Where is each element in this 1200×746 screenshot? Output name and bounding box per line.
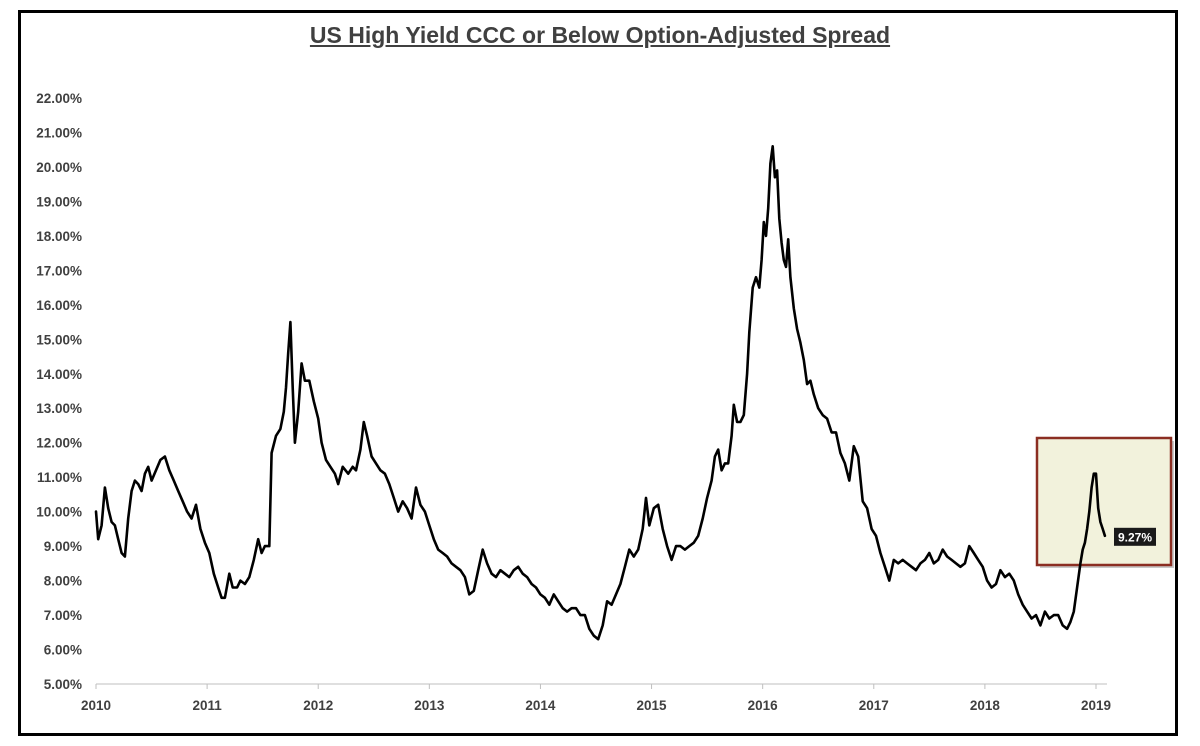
x-tick-label: 2017 bbox=[859, 698, 889, 713]
x-tick-label: 2010 bbox=[81, 698, 111, 713]
y-tick-label: 9.00% bbox=[44, 539, 82, 554]
y-tick-label: 14.00% bbox=[36, 367, 82, 382]
y-tick-label: 11.00% bbox=[37, 470, 82, 485]
x-tick-label: 2018 bbox=[970, 698, 1001, 713]
y-tick-label: 15.00% bbox=[36, 332, 82, 347]
chart-title: US High Yield CCC or Below Option-Adjust… bbox=[309, 22, 891, 48]
x-tick-label: 2015 bbox=[637, 698, 668, 713]
y-tick-label: 18.00% bbox=[36, 229, 82, 244]
chart-frame bbox=[18, 10, 1178, 736]
y-tick-label: 8.00% bbox=[44, 574, 82, 589]
series-line bbox=[94, 145, 1107, 641]
x-tick-label: 2014 bbox=[525, 698, 556, 713]
y-tick-label: 6.00% bbox=[44, 643, 82, 658]
y-tick-label: 16.00% bbox=[36, 298, 82, 313]
y-tick-label: 17.00% bbox=[36, 263, 82, 278]
y-tick-label: 12.00% bbox=[36, 436, 82, 451]
annotation-label: 9.27% bbox=[1118, 530, 1152, 544]
annotation-label-bg bbox=[1114, 527, 1156, 546]
y-tick-label: 21.00% bbox=[36, 125, 82, 140]
y-tick-label: 7.00% bbox=[44, 608, 82, 623]
y-tick-label: 5.00% bbox=[44, 677, 82, 692]
y-tick-label: 10.00% bbox=[36, 505, 82, 520]
x-tick-label: 2013 bbox=[414, 698, 445, 713]
highlight-box bbox=[1035, 436, 1173, 567]
x-tick-label: 2016 bbox=[748, 698, 779, 713]
y-tick-label: 13.00% bbox=[36, 401, 82, 416]
x-tick-label: 2012 bbox=[303, 698, 333, 713]
y-tick-label: 20.00% bbox=[36, 160, 82, 175]
x-tick-label: 2019 bbox=[1081, 698, 1111, 713]
x-tick-label: 2011 bbox=[192, 698, 222, 713]
y-tick-label: 22.00% bbox=[36, 91, 82, 106]
y-tick-label: 19.00% bbox=[36, 194, 82, 209]
